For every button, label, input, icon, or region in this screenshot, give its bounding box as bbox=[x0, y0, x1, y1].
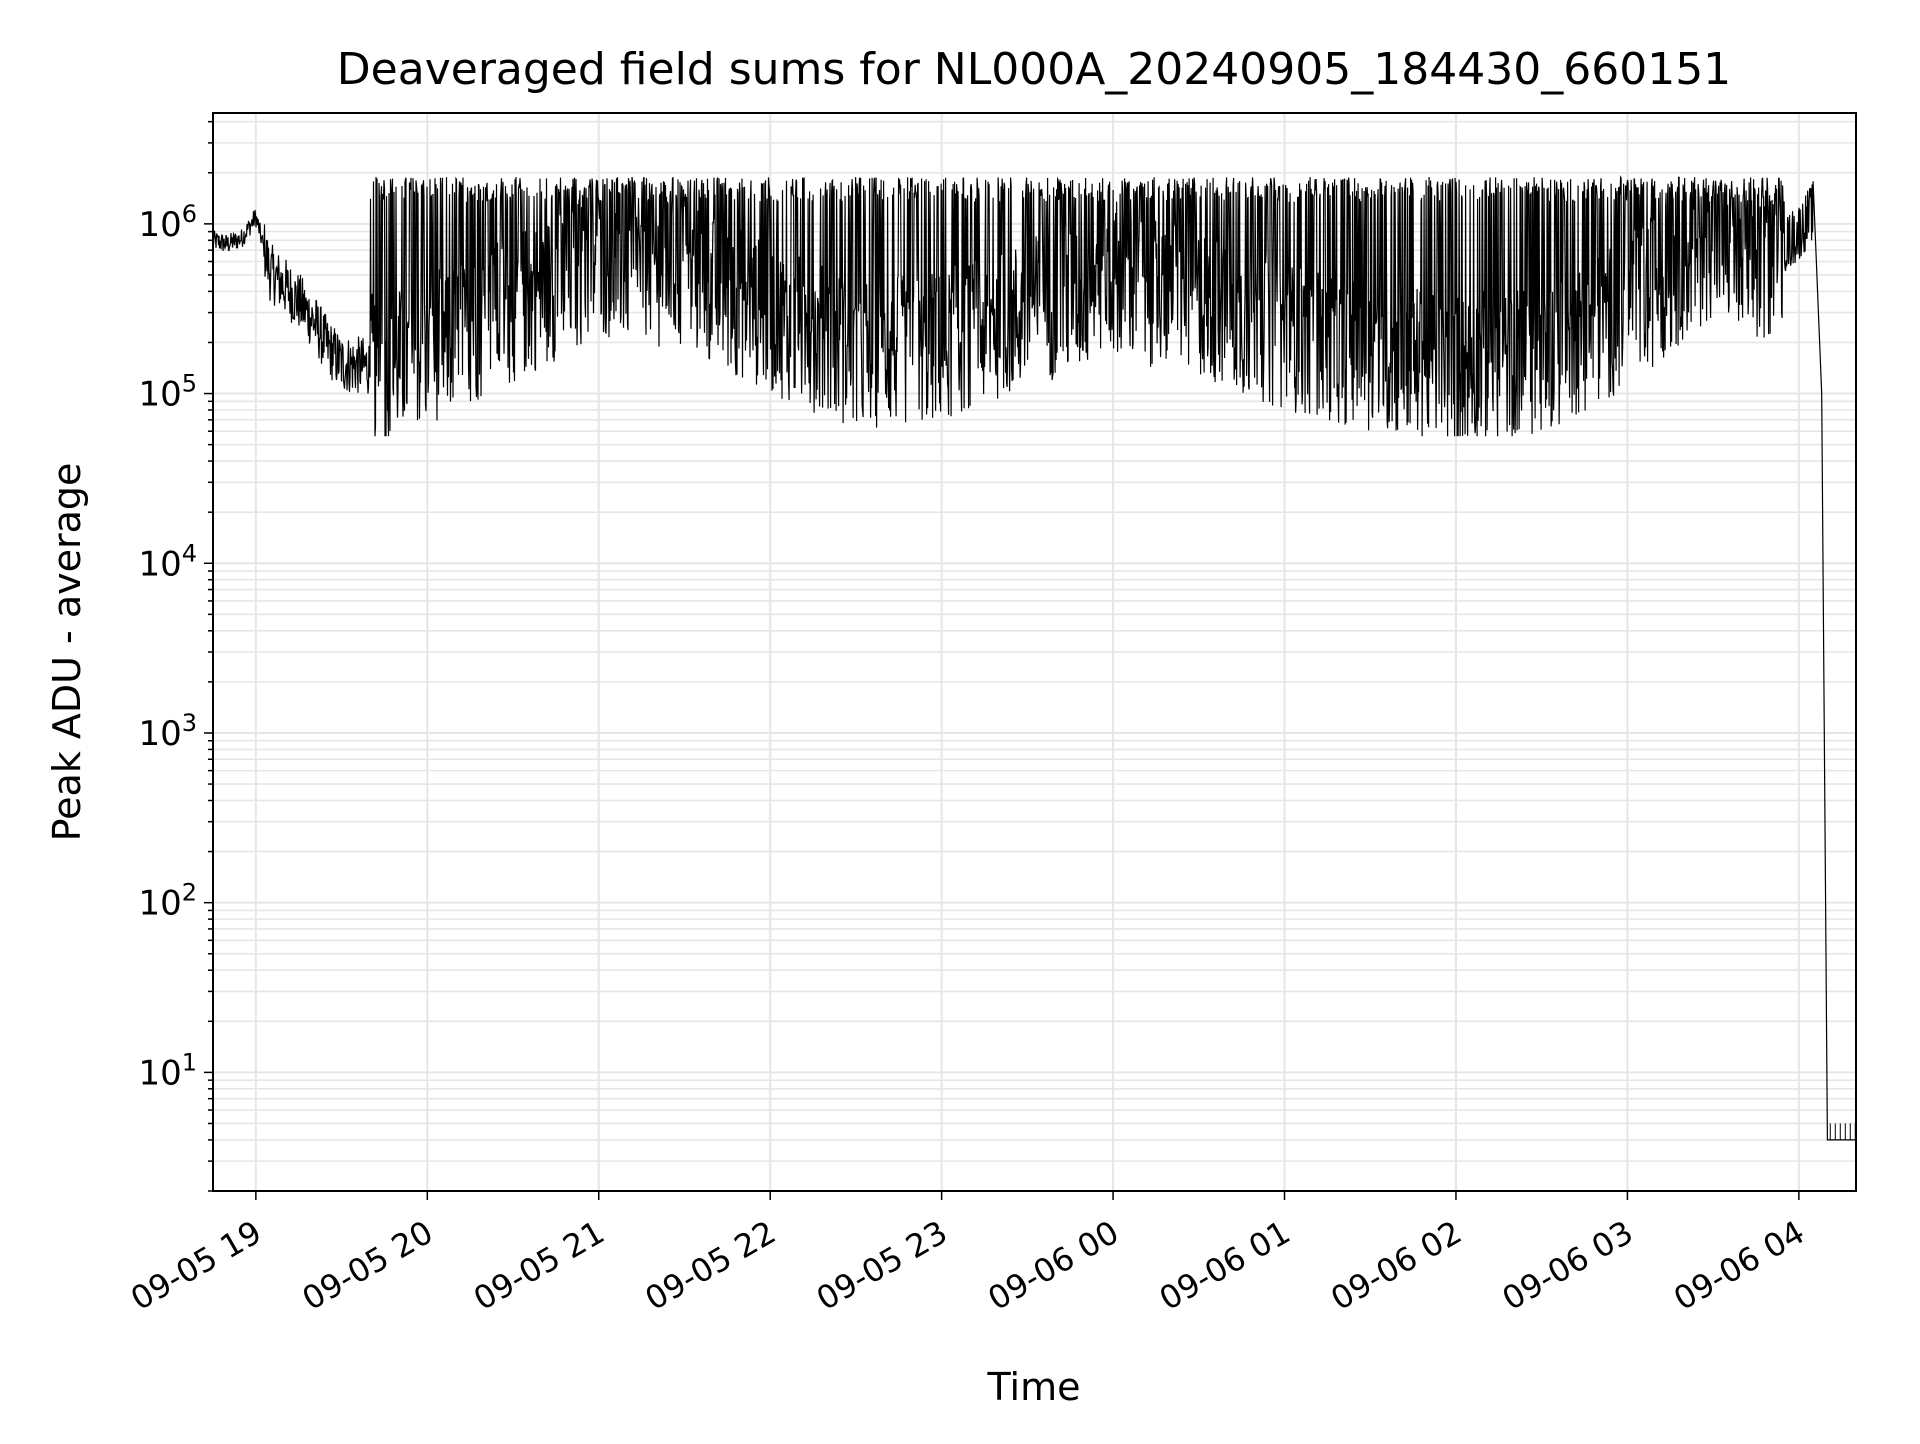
y-tick-label: 105 bbox=[138, 370, 197, 415]
y-tick-label: 101 bbox=[138, 1048, 197, 1093]
y-tick-label: 102 bbox=[138, 879, 197, 924]
y-tick-label: 106 bbox=[138, 200, 197, 245]
y-tick-label: 103 bbox=[138, 709, 197, 754]
x-axis-label: Time bbox=[987, 1365, 1081, 1409]
y-axis-label: Peak ADU - average bbox=[45, 463, 89, 842]
grid bbox=[213, 113, 1856, 1192]
series-line bbox=[212, 175, 1856, 1141]
y-tick-label: 104 bbox=[138, 539, 197, 584]
chart-title: Deaveraged field sums for NL000A_2024090… bbox=[337, 44, 1731, 95]
